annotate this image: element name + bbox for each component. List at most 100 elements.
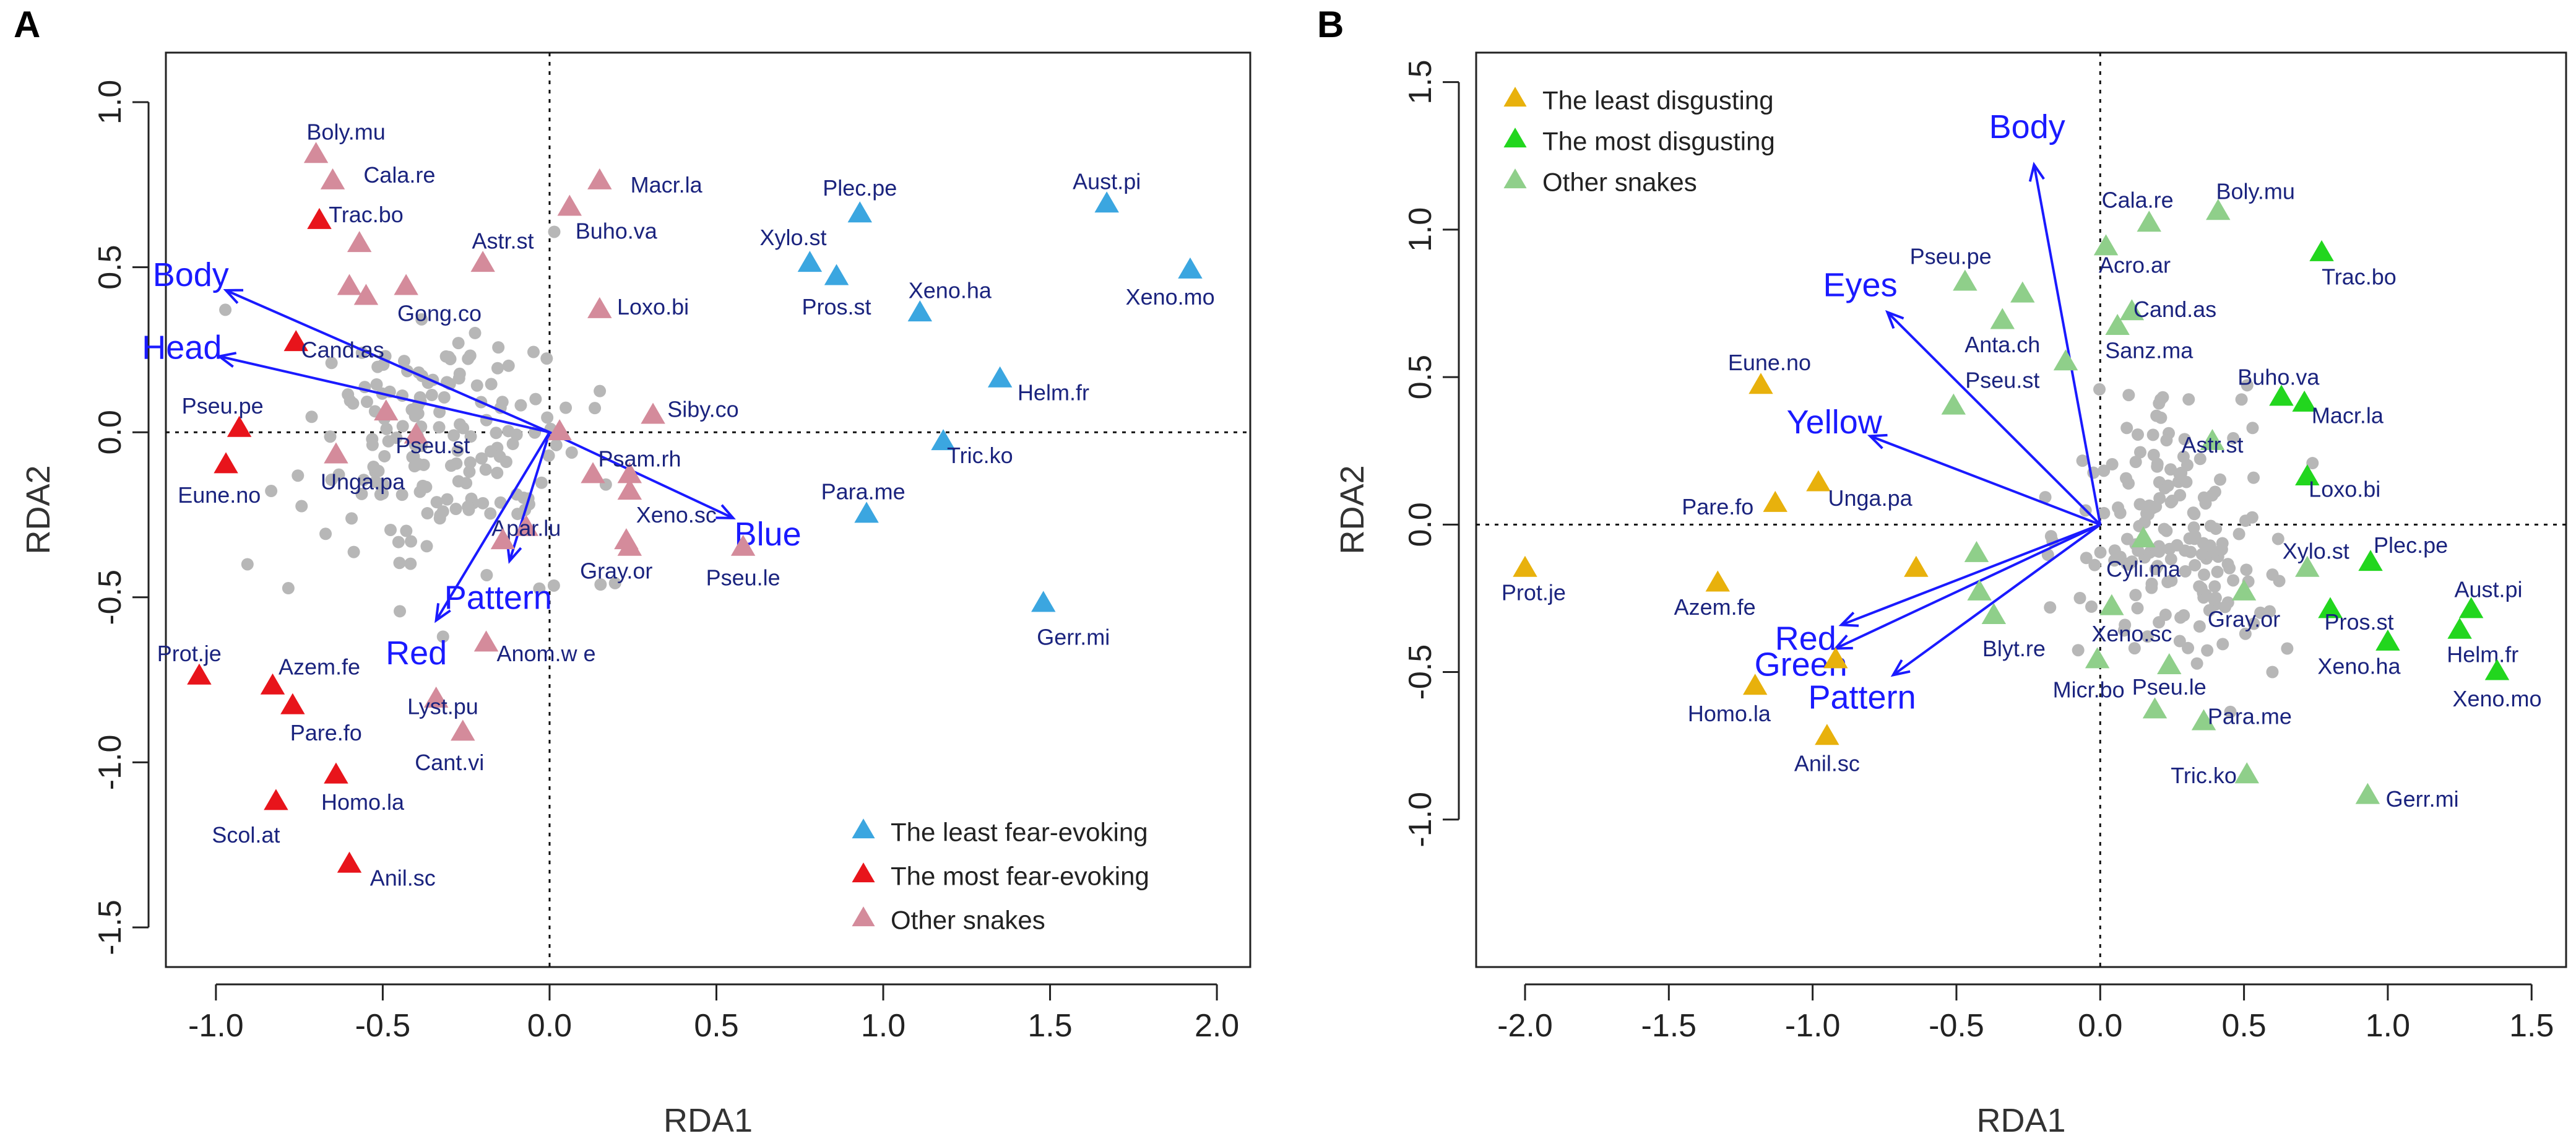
- panel-b-background-point: [2240, 563, 2253, 576]
- panel-a-background-point: [421, 507, 434, 520]
- panel-a-legend-label-other: Other snakes: [891, 906, 1045, 935]
- panel-a-background-point: [594, 578, 607, 591]
- panel-a-background-point: [541, 411, 554, 424]
- panel-a-species-label-lyst-pu: Lyst.pu: [407, 693, 478, 719]
- panel-b-species-label-blyt-re: Blyt.re: [1982, 636, 2046, 661]
- panel-a-background-point: [436, 630, 449, 643]
- panel-a-background-point: [295, 500, 308, 513]
- panel-a-species-label-astr-st: Astr.st: [472, 228, 534, 253]
- panel-b-species-label-pros-st: Pros.st: [2324, 609, 2393, 635]
- panel-b-background-point: [2179, 565, 2192, 578]
- panel-a-species-label-cand-as: Cand.as: [301, 337, 384, 362]
- panel-b-species-label-tric-ko: Tric.ko: [2171, 763, 2237, 788]
- panel-b-species-label-micr-bo: Micr.bo: [2053, 677, 2125, 703]
- panel-a-background-point: [608, 576, 621, 589]
- panel-a-background-point: [390, 432, 403, 445]
- panel-b-background-point: [2112, 501, 2125, 514]
- panel-b-species-label-azem-fe: Azem.fe: [1674, 594, 1756, 620]
- panel-a-x-tick-label: -0.5: [355, 1008, 411, 1044]
- panel-b-species-label-eune-no: Eune.no: [1728, 350, 1811, 375]
- panel-b-background-point: [2131, 602, 2144, 615]
- panel-a-background-point: [433, 406, 446, 419]
- panel-b-background-point: [2108, 554, 2121, 567]
- panel-a-background-point: [319, 527, 332, 540]
- panel-b-species-marker-pseu-le: [2157, 653, 2182, 674]
- panel-b-species-marker-unlabeled: [1967, 579, 1992, 601]
- panel-b-species-marker-para-me: [2191, 709, 2216, 731]
- panel-b-species-marker-acro-ar: [2093, 234, 2119, 256]
- panel-a-species-label-pros-st: Pros.st: [802, 294, 871, 319]
- panel-b-background-point: [2239, 514, 2252, 527]
- panel-b-background-point: [2232, 527, 2245, 540]
- panel-a-background-point: [550, 438, 563, 451]
- panel-a-background-point: [453, 367, 466, 380]
- panel-a-background-point: [464, 349, 477, 362]
- panel-b-background-point: [2108, 544, 2121, 557]
- panel-b-x-tick-label: 0.0: [2078, 1008, 2122, 1044]
- panel-a-species-marker-unlabeled: [617, 479, 642, 500]
- panel-b-species-marker-gerr-mi: [2355, 783, 2380, 804]
- panel-a-species-marker-plec-pe: [847, 201, 872, 223]
- panel-b-background-point: [2263, 605, 2276, 618]
- panel-b-species-marker-blyt-re: [1981, 602, 2007, 624]
- panel-a-background-point: [594, 384, 607, 397]
- panel-b-letter: B: [1317, 4, 1344, 45]
- panel-a-background-point: [451, 444, 464, 457]
- panel-a-species-marker-pseu-le: [730, 534, 756, 556]
- panel-a-vector-body-arrowhead: [223, 289, 244, 304]
- panel-a-species-label-pseu-le: Pseu.le: [706, 565, 780, 590]
- panel-a-species-label-macr-la: Macr.la: [631, 172, 703, 197]
- panel-a-background-point: [425, 389, 438, 402]
- panel-b-background-point: [2076, 454, 2089, 467]
- panel-b-background-point: [2160, 434, 2173, 447]
- panel-a-species-marker-xeno-mo: [1178, 257, 1203, 279]
- panel-b-background-point: [2094, 546, 2107, 559]
- panel-b-background-point: [2182, 393, 2195, 406]
- panel-b-background-point: [2195, 582, 2208, 595]
- panel-b-background-point: [2241, 379, 2254, 392]
- panel-a-background-point: [533, 582, 546, 595]
- panel-a-background-point: [325, 357, 338, 370]
- panel-b-x-tick-label: -1.0: [1785, 1008, 1841, 1044]
- panel-a-background-point: [494, 496, 507, 509]
- panel-b-background-point: [2198, 568, 2211, 581]
- panel-a-background-point: [404, 557, 417, 570]
- panel-b-background-point: [2150, 409, 2163, 422]
- panel-b-background-species: [2039, 379, 2319, 718]
- panel-a-y-tick-label: -1.5: [92, 900, 128, 955]
- panel-b-species-label-cyli-ma: Cyli.ma: [2106, 556, 2181, 581]
- panel-a-species-label-plec-pe: Plec.pe: [823, 175, 897, 201]
- panel-b-species-label-acro-ar: Acro.ar: [2099, 253, 2171, 278]
- panel-a-background-point: [360, 396, 373, 409]
- panel-a-species-marker-lyst-pu: [423, 687, 449, 708]
- panel-b-species-marker-plec-pe: [2358, 550, 2383, 571]
- panel-b-vector-green-line: [1835, 523, 2101, 650]
- panel-a-background-point: [372, 464, 385, 477]
- panel-a-species: Aust.pi Plec.pe Xylo.st Pros.st Xeno.ha Xeno.…: [157, 119, 1215, 890]
- panel-b-species-label-pare-fo: Pare.fo: [1682, 494, 1753, 519]
- panel-a-species-label-pseu-st: Pseu.st: [395, 433, 470, 458]
- panel-a-background-point: [384, 523, 397, 536]
- panel-b-x-axis: -2.0 -1.5 -1.0 -0.5 0.0 0.5 1.0 1.5: [1497, 983, 2554, 1044]
- panel-b-y-tick-label: 1.0: [1403, 207, 1438, 252]
- panel-b-background-point: [2120, 422, 2133, 435]
- panel-a-background-point: [462, 503, 475, 516]
- panel-b-background-point: [2145, 581, 2158, 594]
- panel-a-species-label-helm-fr: Helm.fr: [1018, 380, 1089, 406]
- panel-b-background-point: [2223, 562, 2236, 575]
- panel-a-species-label-xylo-st: Xylo.st: [759, 225, 826, 250]
- panel-a-species-marker-apar-lu: [514, 514, 538, 536]
- panel-a-background-point: [540, 352, 553, 365]
- panel-b-x-tick-label: 1.5: [2509, 1008, 2554, 1044]
- panel-a-vector-blue-arrowhead: [715, 504, 736, 519]
- panel-b-species-label-pseu-pe: Pseu.pe: [1910, 243, 1992, 269]
- panel-b-plot-frame: [1475, 51, 2567, 968]
- panel-a-y-axis: -1.5 -1.0 -0.5 0.0 0.5 1.0: [92, 80, 150, 955]
- panel-b-species-marker-unlabeled: [2010, 281, 2035, 303]
- panel-b-species-marker-pare-fo: [1763, 490, 1787, 512]
- panel-b-x-axis-title: RDA1: [1976, 1102, 2065, 1139]
- panel-b-species-marker-pros-st: [2318, 597, 2343, 618]
- panel-a-species-marker-macr-la: [587, 168, 612, 189]
- panel-b-species-marker-astr-st: [2200, 428, 2225, 450]
- panel-b-background-point: [2227, 574, 2240, 587]
